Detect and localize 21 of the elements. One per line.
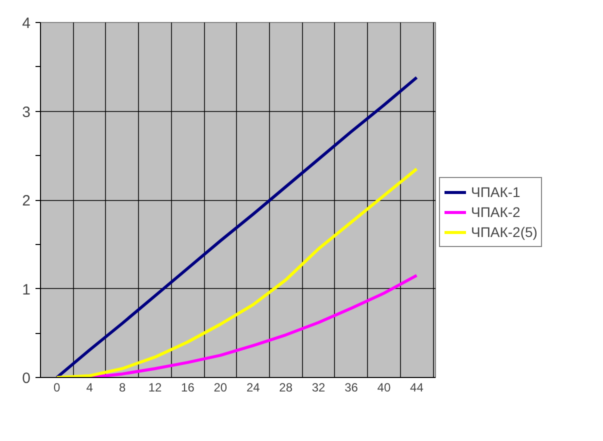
line-series — [55, 76, 418, 378]
y-tick-label: 3 — [22, 104, 30, 121]
y-tick-label: 2 — [22, 192, 30, 210]
x-tick-label: 8 — [118, 380, 126, 394]
x-tick-label: 36 — [344, 380, 358, 394]
x-tick-label: 4 — [86, 380, 94, 394]
line-series — [55, 167, 418, 378]
x-tick-label: 16 — [181, 380, 195, 394]
x-tick-label: 12 — [148, 380, 162, 394]
legend-label: ЧПАК-1 — [471, 184, 520, 200]
y-tick-label: 1 — [22, 281, 30, 298]
legend-label: ЧПАК-2 — [471, 204, 520, 220]
x-tick-label: 32 — [312, 380, 326, 394]
x-tick-label: 0 — [54, 380, 61, 394]
x-tick-label: 40 — [377, 380, 391, 394]
x-tick-label: 24 — [246, 380, 260, 394]
legend-label: ЧПАК-2(5) — [471, 224, 538, 240]
x-tick-label: 28 — [279, 380, 293, 394]
x-tick-label: 44 — [410, 380, 424, 394]
y-tick-label: 4 — [22, 15, 30, 32]
x-tick-label: 20 — [214, 380, 228, 394]
